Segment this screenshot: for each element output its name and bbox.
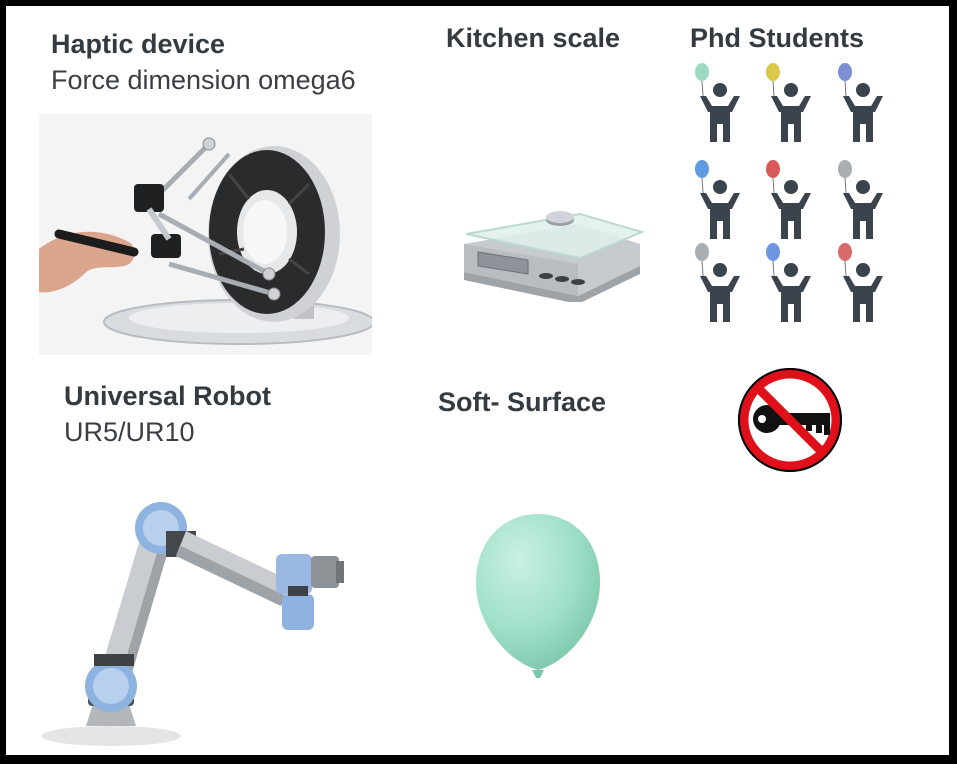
balloon-icon — [695, 160, 709, 178]
student-6 — [838, 160, 883, 239]
student-3 — [838, 63, 883, 142]
balloon-icon — [695, 243, 709, 261]
students-grid — [676, 54, 902, 324]
haptic-device-image — [39, 114, 372, 355]
haptic-subtitle: Force dimension omega6 — [51, 65, 356, 95]
no-key-icon — [734, 364, 846, 476]
balloon-icon — [838, 63, 852, 81]
person-icon — [771, 96, 811, 142]
student-1 — [695, 63, 740, 142]
students-figures — [695, 63, 883, 322]
robot-subtitle: UR5/UR10 — [64, 417, 195, 447]
balloon-icon — [766, 63, 780, 81]
balloon-icon — [838, 160, 852, 178]
person-icon — [700, 96, 740, 142]
person-icon — [843, 193, 883, 239]
person-icon — [843, 96, 883, 142]
balloon-icon — [766, 160, 780, 178]
scale-title: Kitchen scale — [446, 23, 621, 53]
student-4 — [695, 160, 740, 239]
person-icon — [700, 193, 740, 239]
soft-surface-title: Soft- Surface — [438, 387, 607, 417]
kitchen-scale-image — [458, 174, 644, 302]
person-icon — [700, 276, 740, 322]
haptic-title: Haptic device — [51, 29, 226, 59]
balloon-icon — [838, 243, 852, 261]
person-icon — [771, 276, 811, 322]
soft-surface-balloon — [472, 510, 604, 686]
student-5 — [766, 160, 811, 239]
balloon-icon — [695, 63, 709, 81]
student-7 — [695, 243, 740, 322]
student-2 — [766, 63, 811, 142]
student-8 — [766, 243, 811, 322]
student-9 — [838, 243, 883, 322]
person-icon — [771, 193, 811, 239]
balloon-icon — [766, 243, 780, 261]
students-title: Phd Students — [690, 23, 864, 53]
slide: Haptic device Force dimension omega6 — [6, 6, 949, 755]
person-icon — [843, 276, 883, 322]
robot-title: Universal Robot — [64, 381, 272, 411]
universal-robot-image — [36, 486, 346, 752]
